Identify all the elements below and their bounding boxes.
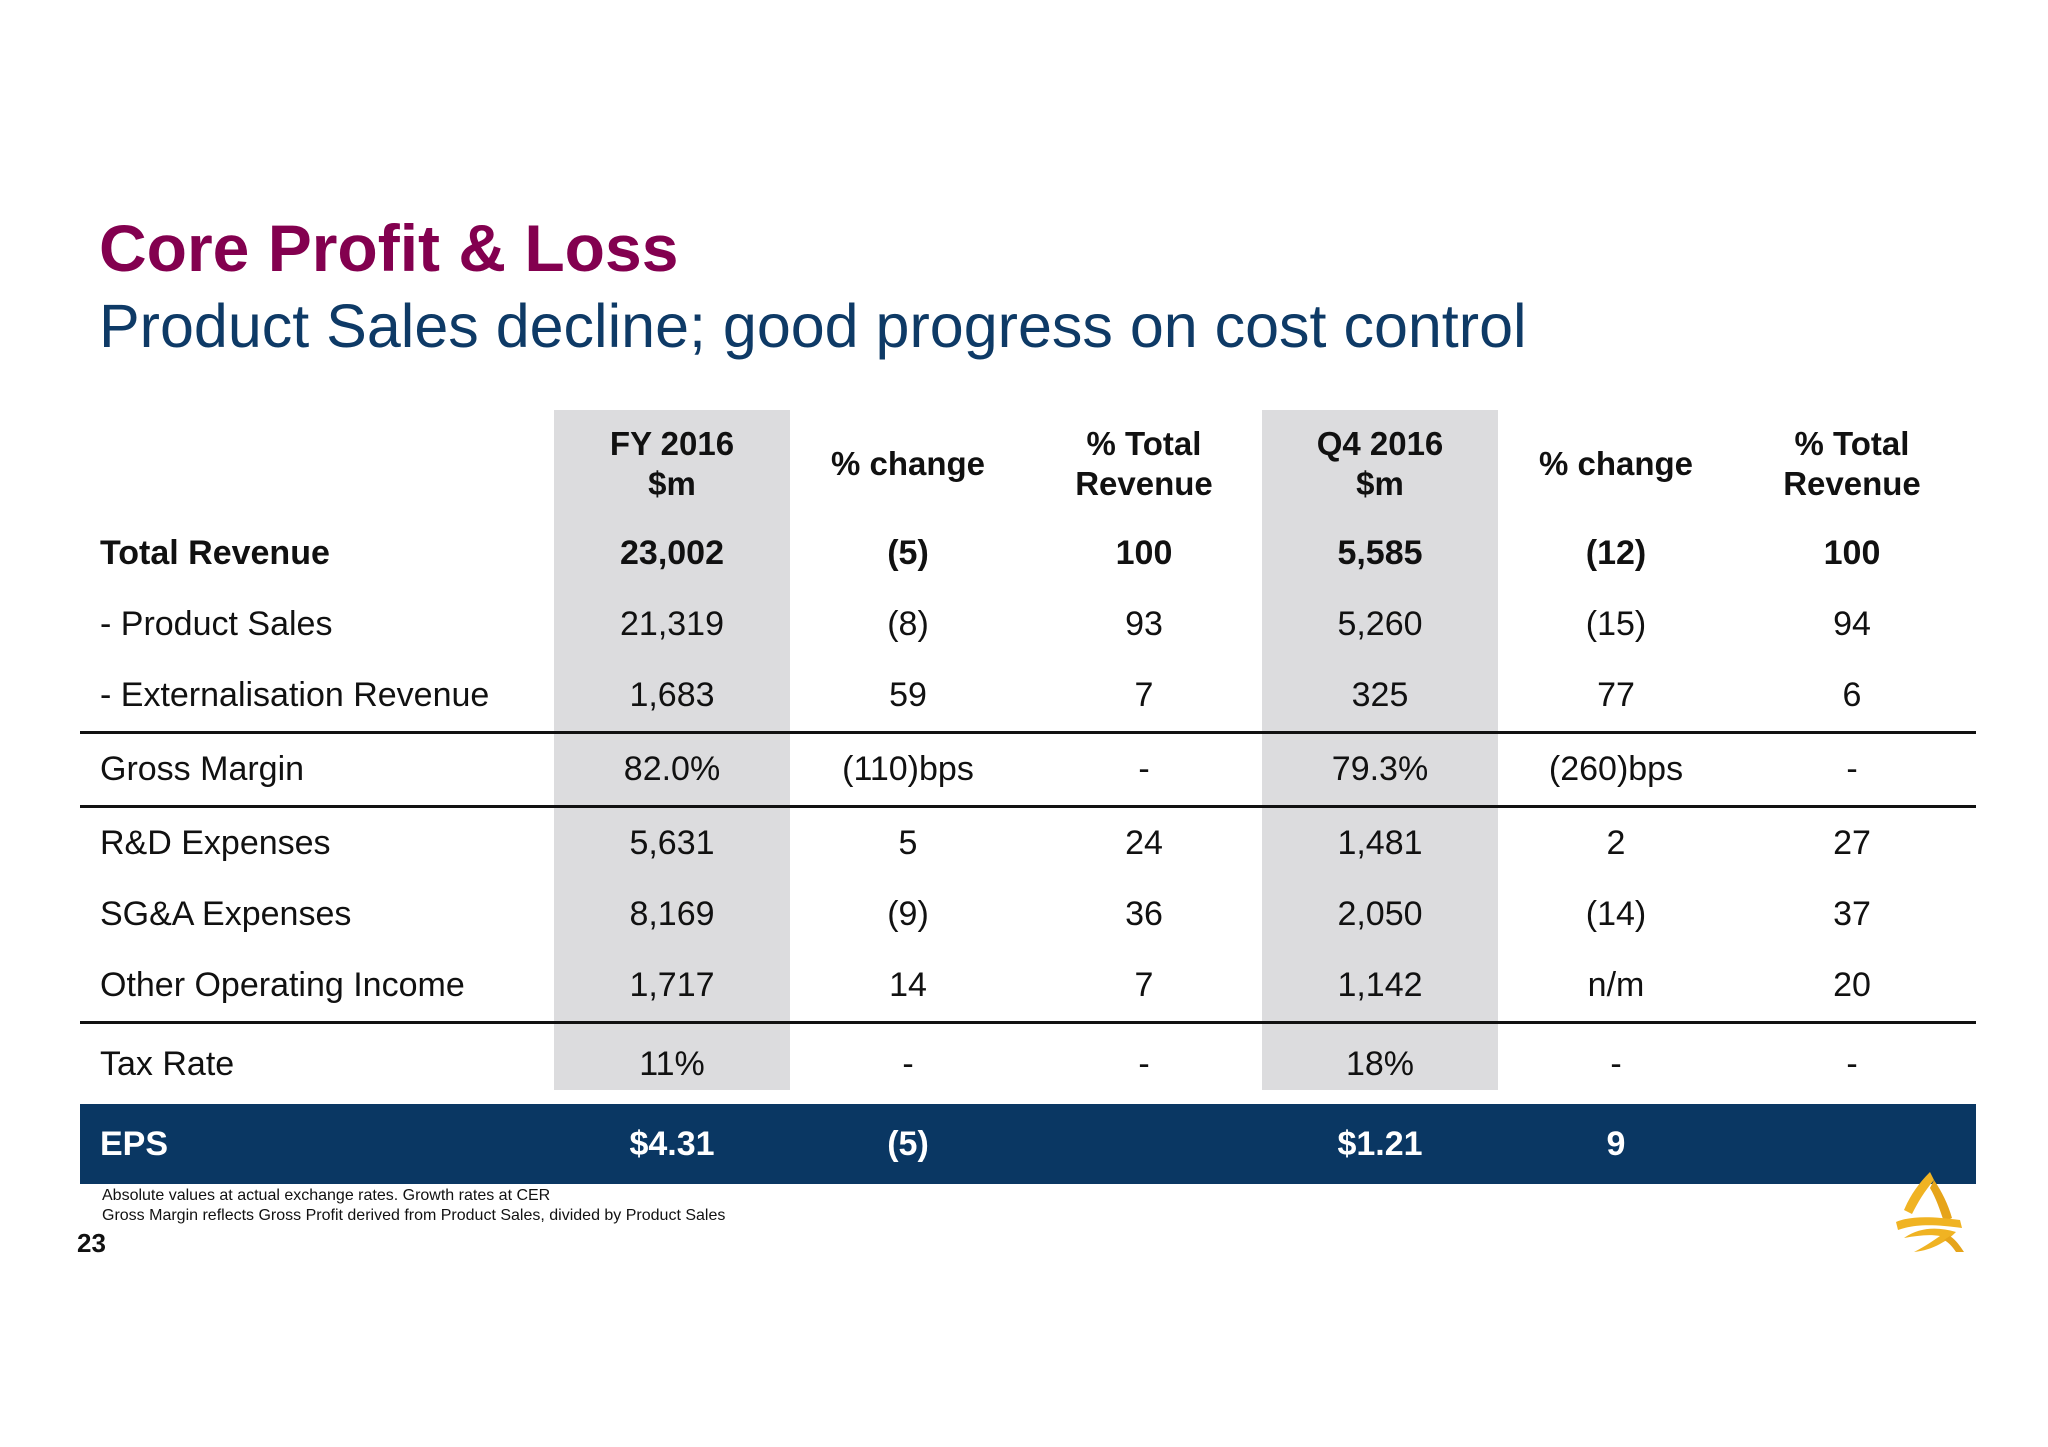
table-cell: (8) xyxy=(887,605,929,643)
table-cell: 5 xyxy=(898,824,918,862)
row-label: R&D Expenses xyxy=(100,824,331,862)
row-label: - Externalisation Revenue xyxy=(100,676,490,714)
company-logo-icon xyxy=(1896,1172,1964,1252)
table-row: Other Operating Income 1,717 14 7 1,142 … xyxy=(80,950,1976,1021)
header-q42016: Q4 2016 $m xyxy=(1316,425,1444,502)
table-cell: 11% xyxy=(639,1044,705,1083)
table-cell: 5,631 xyxy=(629,824,715,862)
table-cell: 36 xyxy=(1125,895,1163,933)
table-cell: (15) xyxy=(1585,605,1647,643)
row-label: EPS xyxy=(100,1124,169,1163)
fy2016-column-shade xyxy=(554,410,790,1090)
table-cell: (5) xyxy=(887,534,929,572)
table-cell: 93 xyxy=(1125,605,1163,643)
table-cell: 24 xyxy=(1125,824,1163,862)
row-label: Gross Margin xyxy=(100,750,305,788)
table-cell: 7 xyxy=(1134,966,1154,1004)
table-cell: - xyxy=(1846,750,1858,788)
table-cell: 9 xyxy=(1606,1124,1626,1163)
table-cell: - xyxy=(1138,750,1150,788)
table-cell: 1,481 xyxy=(1337,824,1423,862)
header-fy-pct-total: % Total Revenue xyxy=(1075,425,1213,502)
table-cell: 21,319 xyxy=(620,605,724,643)
table-cell: 6 xyxy=(1842,676,1862,714)
table-cell: 59 xyxy=(889,676,927,714)
footnotes: Absolute values at actual exchange rates… xyxy=(102,1186,725,1226)
header-fy-pct-change: % change xyxy=(830,445,986,482)
table-row: R&D Expenses 5,631 5 24 1,481 2 27 xyxy=(80,805,1976,879)
table-row: - Externalisation Revenue 1,683 59 7 325… xyxy=(80,660,1976,731)
page-title: Core Profit & Loss xyxy=(99,211,679,285)
footnote: Gross Margin reflects Gross Profit deriv… xyxy=(102,1207,726,1224)
table-cell: (260)bps xyxy=(1548,750,1684,788)
table-cell: 2,050 xyxy=(1337,895,1423,933)
table-cell: (110)bps xyxy=(842,750,974,788)
table-cell: 1,683 xyxy=(629,676,715,714)
table-cell: - xyxy=(1846,1044,1858,1083)
row-label: Tax Rate xyxy=(100,1044,235,1083)
q42016-column-shade xyxy=(1262,410,1498,1090)
table-header-row: FY 2016 $m % change % Total Revenue Q4 2… xyxy=(80,410,1976,518)
table-cell: 94 xyxy=(1833,605,1871,643)
row-label: Other Operating Income xyxy=(100,966,465,1004)
header-q4-pct-change: % change xyxy=(1538,445,1694,482)
table-cell: 100 xyxy=(1823,534,1881,572)
table-cell: 7 xyxy=(1134,676,1154,714)
table-row: Total Revenue 23,002 (5) 100 5,585 (12) … xyxy=(80,518,1976,589)
table-cell: 14 xyxy=(889,966,927,1004)
row-label: - Product Sales xyxy=(100,605,333,643)
table-row: - Product Sales 21,319 (8) 93 5,260 (15)… xyxy=(80,589,1976,660)
table-cell: (5) xyxy=(887,1124,929,1163)
table-cell: 37 xyxy=(1833,895,1871,933)
table-cell: n/m xyxy=(1587,966,1645,1004)
table-cell: 27 xyxy=(1833,824,1871,862)
eps-row: EPS $4.31 (5) $1.21 9 xyxy=(80,1104,1976,1184)
table-cell: (9) xyxy=(887,895,929,933)
table-cell: (12) xyxy=(1585,534,1647,572)
table-cell: 100 xyxy=(1115,534,1173,572)
table-cell: $1.21 xyxy=(1337,1124,1423,1163)
pl-table: FY 2016 $m % change % Total Revenue Q4 2… xyxy=(80,410,1976,1184)
table-cell: 18% xyxy=(1345,1044,1415,1083)
table-cell: 1,717 xyxy=(629,966,715,1004)
header-q4-pct-total: % Total Revenue xyxy=(1783,425,1921,502)
table-cell: 20 xyxy=(1833,966,1871,1004)
table-cell: - xyxy=(902,1044,914,1083)
page-number: 23 xyxy=(77,1228,106,1258)
table-cell: - xyxy=(1610,1044,1622,1083)
table-row: Gross Margin 82.0% (110)bps - 79.3% (260… xyxy=(80,731,1976,805)
table-cell: 5,260 xyxy=(1337,605,1423,643)
table-cell: 79.3% xyxy=(1331,750,1429,788)
table-cell: 77 xyxy=(1597,676,1635,714)
table-row: Tax Rate 11% - - 18% - - xyxy=(80,1021,1976,1104)
table-cell: 325 xyxy=(1351,676,1409,714)
row-label: SG&A Expenses xyxy=(100,895,352,933)
header-fy2016: FY 2016 $m xyxy=(609,425,735,502)
table-cell: $4.31 xyxy=(629,1124,715,1163)
table-cell: 8,169 xyxy=(629,895,715,933)
table-cell: - xyxy=(1138,1044,1150,1083)
footnote: Absolute values at actual exchange rates… xyxy=(102,1187,551,1204)
table-cell: 2 xyxy=(1606,824,1626,862)
table-row: SG&A Expenses 8,169 (9) 36 2,050 (14) 37 xyxy=(80,879,1976,950)
table-cell: 5,585 xyxy=(1337,534,1423,572)
row-label: Total Revenue xyxy=(100,534,330,572)
table-cell: 1,142 xyxy=(1337,966,1423,1004)
page-subtitle: Product Sales decline; good progress on … xyxy=(99,292,1527,360)
table-cell: 23,002 xyxy=(620,534,724,572)
table-cell: (14) xyxy=(1585,895,1647,933)
table-cell: 82.0% xyxy=(623,750,721,788)
